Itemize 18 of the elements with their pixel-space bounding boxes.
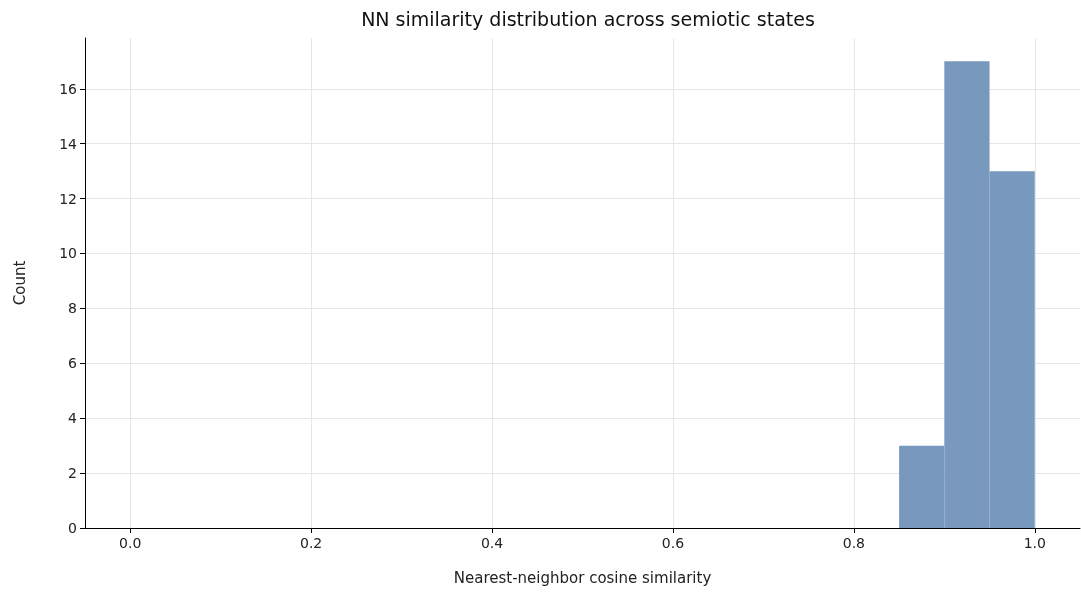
y-axis-title: Count (10, 260, 29, 306)
x-tick-label: 0.4 (480, 535, 504, 551)
y-tick-label: 12 (59, 190, 77, 207)
y-tick-label: 2 (68, 465, 77, 482)
x-axis-title: Nearest-neighbor cosine similarity (453, 568, 712, 587)
x-tick-label: 1.0 (1023, 535, 1046, 551)
y-tick-label: 8 (68, 300, 77, 317)
y-tick-label: 14 (59, 135, 78, 152)
y-tick-label: 0 (68, 520, 77, 536)
y-tick-label: 4 (68, 410, 78, 427)
chart-title: NN similarity distribution across semiotic states (361, 7, 815, 30)
y-tick-label: 6 (68, 355, 78, 372)
x-tick-label: 0.8 (842, 535, 865, 551)
y-tick-label: 10 (59, 245, 77, 262)
x-tick-label: 0.6 (661, 535, 685, 551)
x-tick-label: 0.0 (119, 535, 142, 551)
x-tick-label: 0.2 (300, 535, 323, 551)
y-tick-label: 16 (59, 80, 78, 97)
